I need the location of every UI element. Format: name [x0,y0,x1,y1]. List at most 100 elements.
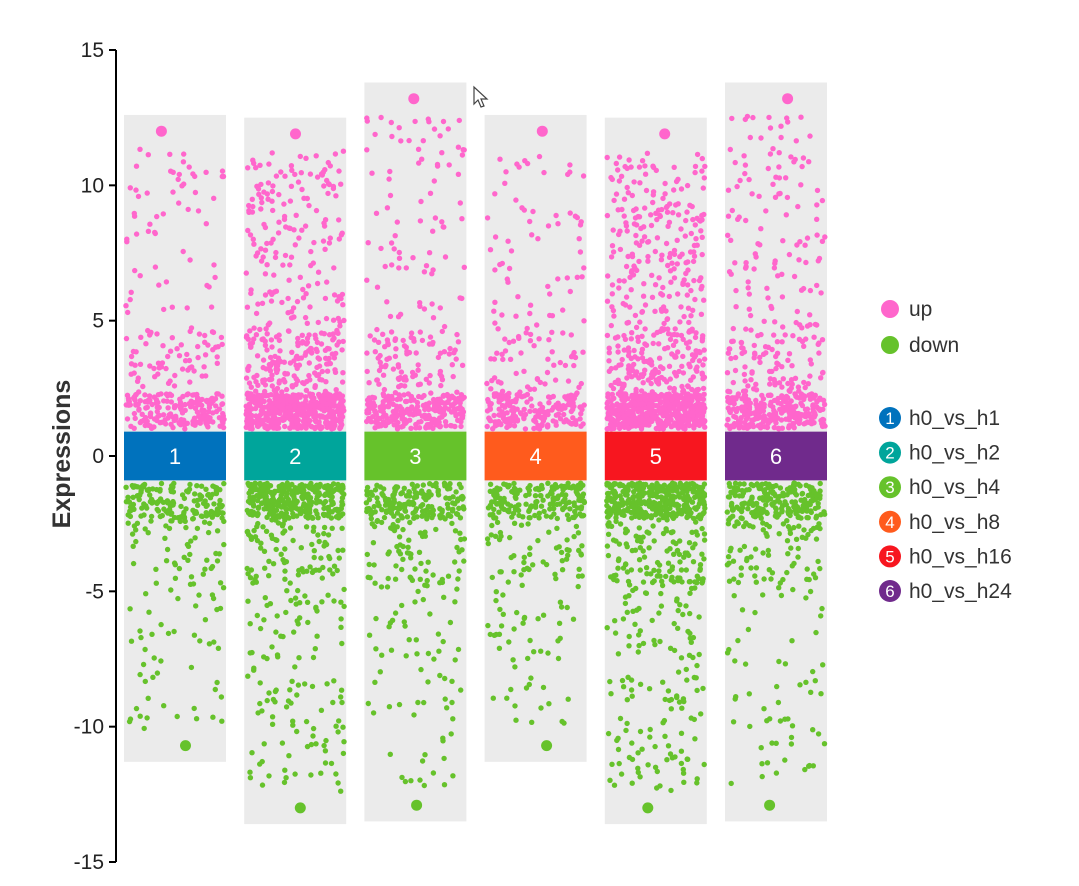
up-point [296,235,302,241]
down-point [392,610,399,616]
up-point [798,182,804,188]
up-point [635,406,642,412]
up-point [776,164,782,170]
up-point [502,180,508,186]
up-point [292,412,299,419]
up-point [409,404,415,410]
up-point [389,133,395,140]
down-point [427,611,433,617]
down-point [665,499,672,505]
down-point [392,576,399,582]
down-point [286,515,292,521]
down-point [683,481,690,487]
down-point [338,624,344,630]
up-point [376,367,383,374]
up-point [123,335,130,342]
up-point [311,239,317,246]
down-point [525,655,531,662]
down-point [266,573,272,579]
up-point [273,392,279,398]
up-point [733,287,739,294]
down-point [309,515,316,521]
down-point [316,491,323,498]
up-point [686,417,692,423]
down-point [678,760,685,767]
down-point [303,524,310,530]
down-point [178,503,184,510]
data-points [123,93,828,814]
up-point [339,347,345,353]
up-point [136,407,142,413]
up-point [191,368,197,374]
up-point [460,147,466,153]
up-point [421,306,428,312]
up-point [254,183,260,189]
up-point [504,396,510,402]
down-point [527,551,533,558]
up-point [265,322,271,328]
down-point [444,705,450,711]
up-point [672,326,678,332]
up-point [247,232,254,238]
up-point [159,360,166,366]
up-point [560,330,566,336]
up-point [550,418,556,424]
up-point [639,158,646,164]
up-point [192,173,198,180]
up-point [305,283,312,289]
down-point [168,587,174,593]
up-point [604,154,610,161]
up-point [656,355,663,361]
down-point [164,546,171,553]
down-point [399,602,405,609]
up-point [686,401,692,407]
down-point [674,548,680,554]
up-point [455,339,462,345]
down-point [381,514,388,521]
up-point [649,272,655,278]
up-point [321,183,327,189]
up-point [266,161,272,167]
down-point [518,522,525,528]
up-point [750,114,756,121]
up-point [527,331,534,338]
up-point [497,156,503,162]
up-point [531,343,537,349]
down-point [248,536,255,542]
up-point [534,376,541,383]
down-point [338,788,344,794]
up-point [268,298,275,304]
down-point [624,720,630,727]
up-point [416,160,422,166]
up-point [671,187,677,193]
up-point [281,201,287,207]
down-point [339,482,346,488]
down-point [696,488,702,494]
up-point [372,131,378,138]
up-point [259,336,265,343]
down-point [579,573,585,579]
up-point [273,334,280,340]
down-point [567,506,573,512]
up-point [527,218,533,225]
up-point [390,366,397,372]
up-point [326,240,333,246]
down-point [290,537,296,544]
down-point [339,525,345,531]
up-point [496,406,502,412]
down-point [195,502,201,508]
down-point [145,530,151,536]
down-point [304,743,311,750]
down-point [604,625,610,631]
down-point [452,599,458,605]
up-point [123,303,129,309]
down-point [701,537,708,543]
down-point [616,503,623,509]
up-point [285,310,291,316]
up-point [506,339,512,346]
down-extreme-point [180,740,191,752]
down-point [204,557,210,563]
up-point [140,383,146,390]
down-point [668,706,674,712]
up-point [253,310,260,317]
